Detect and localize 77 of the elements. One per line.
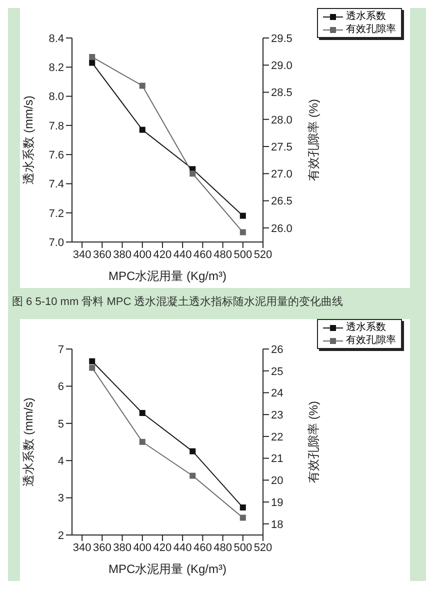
x-tick-label: 420 — [153, 542, 172, 554]
y-tick-label: 2 — [58, 530, 64, 542]
y2-tick-label: 19 — [271, 496, 284, 509]
y-tick-label: 8.2 — [48, 62, 64, 74]
x-tick-label: 400 — [133, 542, 152, 554]
y-axis-title: 透水系数 (mm/s) — [21, 96, 36, 184]
legend-label: 有效孔隙率 — [346, 334, 396, 347]
y-tick-label: 7.2 — [48, 208, 64, 220]
y2-tick-label: 28.0 — [271, 114, 292, 126]
point — [240, 504, 246, 510]
x-tick-label: 520 — [254, 248, 272, 261]
x-tick-label: 380 — [113, 542, 132, 554]
point — [89, 54, 96, 60]
x-tick-label: 340 — [72, 248, 92, 261]
legend-label: 有效孔隙率 — [346, 23, 396, 36]
y2-tick-label: 28.5 — [271, 87, 292, 100]
y-tick-label: 8.4 — [48, 32, 64, 45]
x-tick-label: 460 — [194, 542, 212, 554]
point — [240, 229, 246, 236]
y-tick-label: 7.8 — [48, 120, 64, 132]
y-tick-label: 7.0 — [48, 236, 64, 249]
y-axis-title: 透水系数 (mm/s) — [21, 398, 36, 486]
y2-tick-label: 26.0 — [271, 222, 292, 235]
y2-tick-label: 29.5 — [271, 32, 292, 45]
point — [139, 438, 146, 445]
x-tick-label: 440 — [173, 542, 192, 554]
y-tick-label: 7.4 — [48, 178, 64, 191]
caption: 图 6 5-10 mm 骨料 MPC 透水混凝土透水指标随水泥用量的变化曲线 — [11, 294, 344, 310]
y2-tick-label: 22 — [271, 431, 284, 444]
point — [190, 472, 196, 479]
point — [240, 514, 246, 521]
y2-tick-label: 26 — [271, 344, 284, 356]
y2-tick-label: 24 — [271, 388, 284, 400]
y-tick-label: 7 — [58, 344, 64, 356]
x-tick-label: 400 — [133, 248, 152, 261]
x-tick-label: 420 — [153, 248, 172, 261]
y2-axis-title: 有效孔隙率 (%) — [306, 401, 320, 483]
point — [139, 82, 146, 89]
x-tick-label: 440 — [173, 248, 192, 261]
point — [240, 212, 246, 219]
x-tick-label: 360 — [92, 542, 112, 554]
x-tick-label: 480 — [214, 248, 232, 261]
y-tick-label: 4 — [58, 456, 64, 468]
y2-tick-label: 25 — [271, 366, 284, 378]
x-tick-label: 360 — [92, 248, 112, 261]
legend-label: 透水系数 — [346, 321, 386, 334]
point — [89, 60, 96, 66]
y2-tick-label: 27.5 — [271, 141, 292, 154]
y2-tick-label: 18 — [271, 518, 284, 531]
y2-tick-label: 29.0 — [271, 60, 292, 72]
x-tick-label: 500 — [234, 248, 252, 261]
y-tick-label: 8.0 — [48, 91, 64, 104]
y2-axis-title: 有效孔隙率 (%) — [306, 99, 320, 181]
y2-tick-label: 23 — [271, 409, 284, 422]
x-axis-title: MPC水泥用量 (Kg/m³) — [108, 269, 226, 283]
y-tick-label: 5 — [58, 418, 64, 430]
point — [190, 170, 196, 177]
x-tick-label: 520 — [254, 542, 272, 554]
point — [89, 364, 96, 371]
x-tick-label: 380 — [113, 248, 132, 261]
point — [190, 448, 196, 454]
x-tick-label: 500 — [234, 542, 252, 554]
y2-tick-label: 20 — [271, 475, 284, 488]
point — [89, 358, 96, 364]
point — [139, 126, 146, 133]
legend-label: 透水系数 — [346, 10, 386, 23]
y2-tick-label: 27.0 — [271, 168, 292, 181]
y-tick-label: 7.6 — [48, 149, 64, 162]
x-tick-label: 460 — [194, 248, 212, 261]
y2-tick-label: 26.5 — [271, 196, 292, 208]
point — [139, 410, 146, 416]
x-tick-label: 480 — [214, 542, 232, 554]
x-tick-label: 340 — [72, 542, 92, 554]
x-axis-title: MPC水泥用量 (Kg/m³) — [108, 562, 226, 576]
y-tick-label: 6 — [58, 381, 64, 394]
y2-tick-label: 21 — [271, 453, 284, 466]
y-tick-label: 3 — [58, 492, 64, 505]
